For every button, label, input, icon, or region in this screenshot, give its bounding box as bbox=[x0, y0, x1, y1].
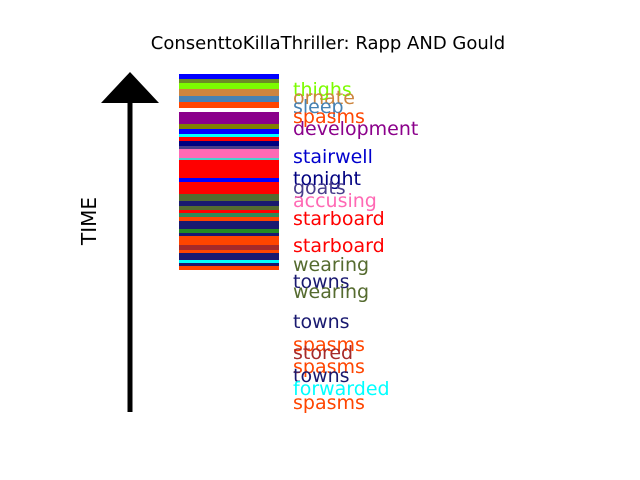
color-band bbox=[179, 178, 279, 182]
band-column bbox=[179, 74, 279, 270]
word-label: starboard bbox=[293, 208, 385, 230]
color-band bbox=[179, 236, 279, 245]
color-band bbox=[179, 79, 279, 83]
color-band bbox=[179, 210, 279, 213]
color-band bbox=[179, 221, 279, 229]
word-label: towns bbox=[293, 365, 350, 387]
color-band bbox=[179, 137, 279, 141]
color-band bbox=[179, 213, 279, 217]
time-axis-label: TIME bbox=[77, 197, 101, 246]
figure-title: ConsenttoKillaThriller: Rapp AND Gould bbox=[151, 33, 505, 54]
color-band bbox=[179, 96, 279, 102]
word-label: forwarded bbox=[293, 378, 390, 400]
color-band bbox=[179, 134, 279, 137]
color-band bbox=[179, 141, 279, 146]
color-band bbox=[179, 229, 279, 233]
word-label: tonight bbox=[293, 168, 361, 190]
color-band bbox=[179, 253, 279, 260]
time-arrow bbox=[101, 72, 159, 412]
color-band bbox=[179, 112, 279, 124]
color-band bbox=[179, 250, 279, 253]
word-label: towns bbox=[293, 311, 350, 333]
color-band bbox=[179, 182, 279, 194]
color-band bbox=[179, 260, 279, 263]
word-label: spasms bbox=[293, 392, 365, 414]
color-band bbox=[179, 160, 279, 178]
color-band bbox=[179, 245, 279, 250]
color-band bbox=[179, 263, 279, 266]
word-label: accusing bbox=[293, 190, 377, 212]
color-band bbox=[179, 149, 279, 158]
color-band bbox=[179, 108, 279, 112]
word-label: towns bbox=[293, 271, 350, 293]
color-band bbox=[179, 146, 279, 149]
color-band bbox=[179, 266, 279, 270]
word-label: goats bbox=[293, 177, 346, 199]
time-arrow-head bbox=[101, 72, 159, 103]
color-band bbox=[179, 233, 279, 236]
color-band bbox=[179, 206, 279, 210]
word-label: stairwell bbox=[293, 146, 373, 168]
color-band bbox=[179, 83, 279, 89]
word-label: wearing bbox=[293, 281, 369, 303]
word-label: spasms bbox=[293, 334, 365, 356]
word-label: ornate bbox=[293, 87, 355, 109]
word-label: stored bbox=[293, 342, 353, 364]
word-label: development bbox=[293, 118, 418, 140]
color-band bbox=[179, 74, 279, 79]
color-band bbox=[179, 158, 279, 160]
word-label: thighs bbox=[293, 79, 352, 101]
word-label: spasms bbox=[293, 356, 365, 378]
word-label: spasms bbox=[293, 106, 365, 128]
word-label: starboard bbox=[293, 235, 385, 257]
color-band bbox=[179, 124, 279, 129]
color-band bbox=[179, 217, 279, 221]
color-band bbox=[179, 194, 279, 201]
color-band bbox=[179, 129, 279, 134]
word-label: sleep bbox=[293, 96, 344, 118]
word-label-list: thighsornatesleepspasmsdevelopmentstairw… bbox=[293, 79, 418, 414]
color-band bbox=[179, 201, 279, 206]
color-band bbox=[179, 102, 279, 108]
word-label: wearing bbox=[293, 254, 369, 276]
color-band bbox=[179, 89, 279, 96]
